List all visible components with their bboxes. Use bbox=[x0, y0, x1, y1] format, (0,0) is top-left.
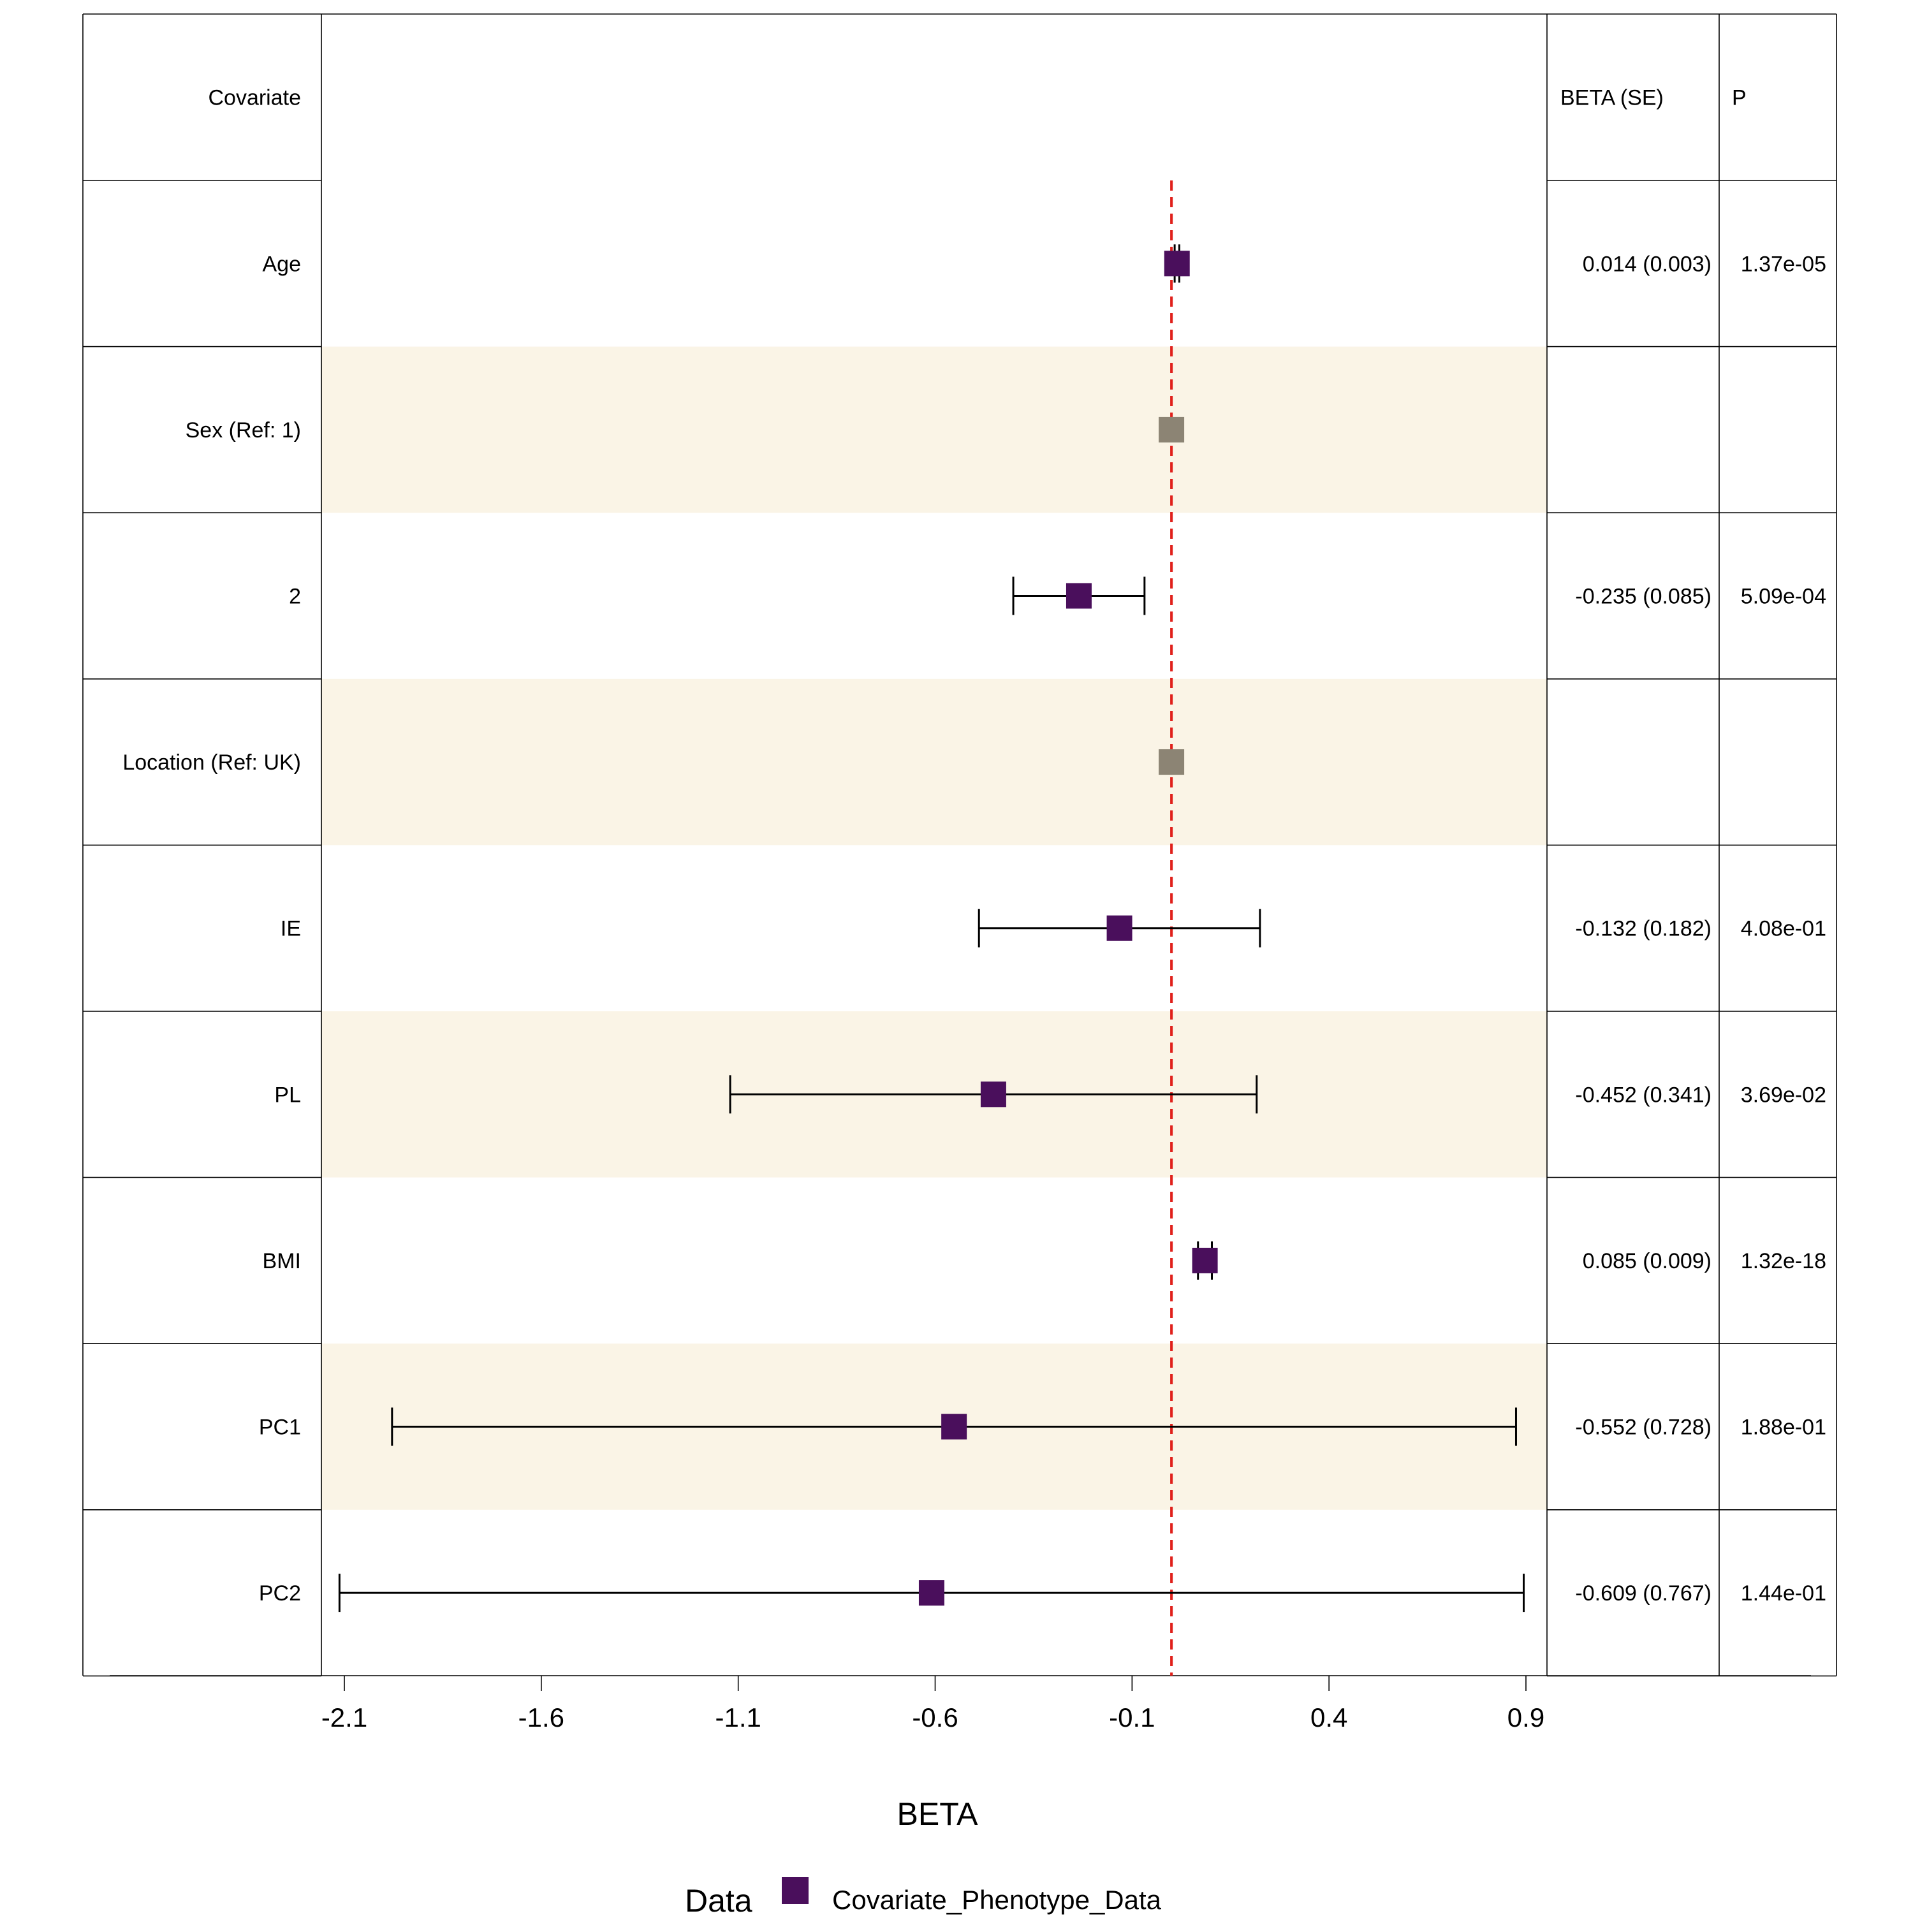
covariate-label: PC2 bbox=[259, 1581, 301, 1606]
p-value: 1.44e-01 bbox=[1741, 1581, 1826, 1606]
p-value: 5.09e-04 bbox=[1741, 585, 1826, 609]
covariate-label: Sex (Ref: 1) bbox=[186, 418, 301, 443]
p-value: 4.08e-01 bbox=[1741, 917, 1826, 941]
estimate-marks bbox=[338, 244, 1525, 1613]
covariate-label: Location (Ref: UK) bbox=[122, 750, 301, 775]
row-band bbox=[321, 346, 1547, 513]
covariate-header: Covariate bbox=[208, 86, 301, 110]
estimate-point bbox=[918, 1580, 944, 1606]
beta-se-value: 0.085 (0.009) bbox=[1583, 1249, 1711, 1273]
legend-swatch bbox=[782, 1877, 809, 1904]
estimate-point bbox=[941, 1414, 967, 1440]
estimate-point bbox=[1192, 1247, 1218, 1273]
covariate-label: PL bbox=[274, 1083, 301, 1107]
beta-se-value: -0.609 (0.767) bbox=[1575, 1581, 1711, 1606]
row-shading-layer bbox=[321, 346, 1547, 1510]
covariate-label: IE bbox=[281, 917, 301, 941]
row-band bbox=[321, 678, 1547, 845]
x-tick-label: 0.9 bbox=[1507, 1702, 1544, 1732]
x-tick-label: -0.6 bbox=[912, 1702, 958, 1732]
reference-point bbox=[1159, 749, 1185, 775]
p-value: 1.88e-01 bbox=[1741, 1416, 1826, 1440]
estimate-point bbox=[1106, 915, 1132, 941]
estimate-point bbox=[1066, 583, 1092, 609]
p-value: 1.37e-05 bbox=[1741, 252, 1826, 276]
legend: Data Covariate_Phenotype_Data bbox=[685, 1877, 1162, 1919]
x-tick-label: 0.4 bbox=[1310, 1702, 1347, 1732]
beta-se-header: BETA (SE) bbox=[1560, 86, 1664, 110]
x-tick-label: -1.1 bbox=[715, 1702, 761, 1732]
covariate-label: BMI bbox=[263, 1249, 301, 1273]
x-tick-label: -2.1 bbox=[321, 1702, 367, 1732]
beta-se-value: -0.132 (0.182) bbox=[1575, 917, 1711, 941]
estimate-point bbox=[980, 1081, 1006, 1108]
legend-entry-label: Covariate_Phenotype_Data bbox=[832, 1885, 1162, 1915]
p-value: 1.32e-18 bbox=[1741, 1249, 1826, 1273]
table-header: Covariate BETA (SE) P bbox=[208, 86, 1746, 110]
beta-se-value: -0.552 (0.728) bbox=[1575, 1416, 1711, 1440]
reference-point bbox=[1159, 416, 1185, 443]
x-tick-label: -0.1 bbox=[1109, 1702, 1155, 1732]
beta-se-value: -0.452 (0.341) bbox=[1575, 1083, 1711, 1107]
covariate-label: PC1 bbox=[259, 1416, 301, 1440]
beta-se-value: -0.235 (0.085) bbox=[1575, 585, 1711, 609]
legend-title: Data bbox=[685, 1883, 752, 1919]
x-tick-label: -1.6 bbox=[518, 1702, 564, 1732]
beta-se-value: 0.014 (0.003) bbox=[1583, 252, 1711, 276]
estimate-point bbox=[1164, 251, 1190, 277]
x-axis: -2.1 -1.6 -1.1 -0.6 -0.1 0.4 0.9 bbox=[321, 1676, 1544, 1732]
covariate-label: 2 bbox=[289, 585, 301, 609]
table-rows: Age 0.014 (0.003) 1.37e-05 Sex (Ref: 1) 2 -0.… bbox=[122, 252, 1826, 1606]
x-axis-label: BETA bbox=[897, 1796, 979, 1832]
table-grid bbox=[82, 13, 1837, 1677]
p-header: P bbox=[1732, 86, 1747, 110]
covariate-label: Age bbox=[263, 252, 302, 276]
p-value: 3.69e-02 bbox=[1741, 1083, 1826, 1107]
